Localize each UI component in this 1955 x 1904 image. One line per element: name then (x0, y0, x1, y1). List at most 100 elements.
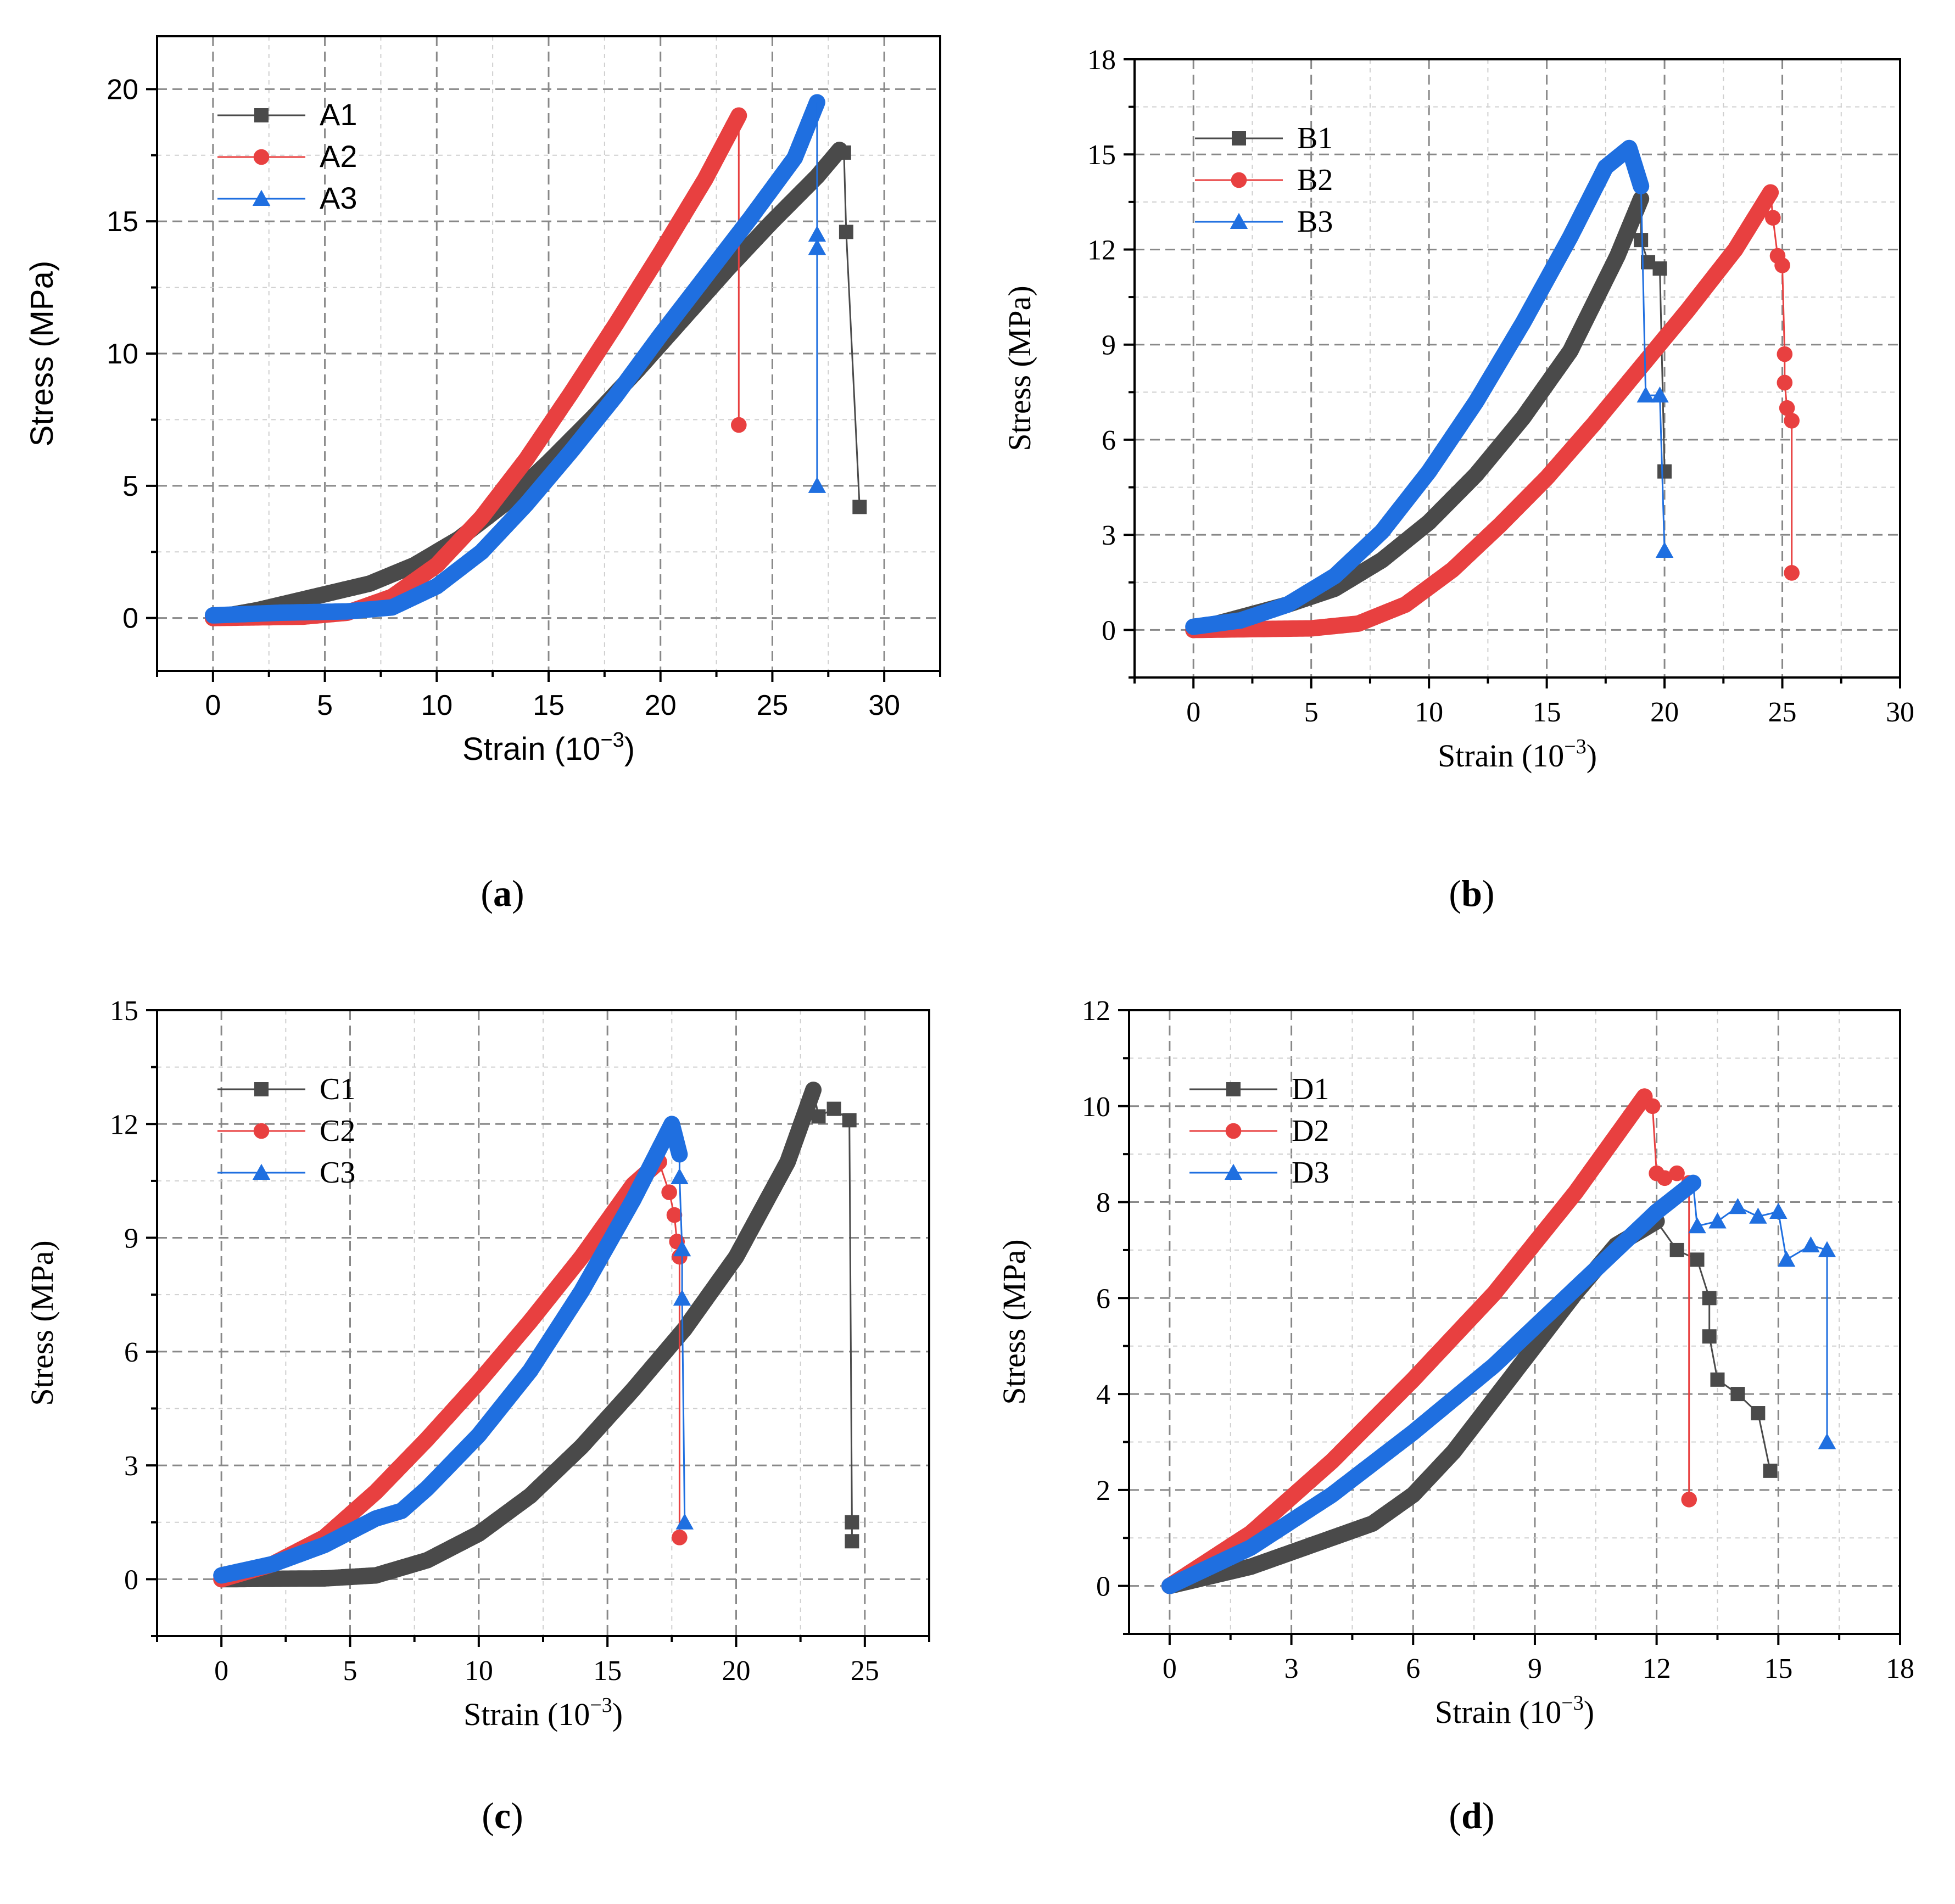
data-point-D2 (1681, 1492, 1697, 1508)
legend-item: C2 (217, 1114, 355, 1148)
plot-area (204, 94, 867, 626)
series-D2 (1161, 1088, 1697, 1594)
legend-marker (252, 189, 271, 206)
plot-area (213, 1082, 859, 1588)
y-axis-label: Stress (MPa) (24, 261, 60, 446)
data-point-B3 (1636, 386, 1655, 403)
x-tick-label: 10 (421, 690, 453, 721)
y-tick-label: 18 (1087, 44, 1116, 76)
x-tick-label: 15 (533, 690, 565, 721)
legend-item: D2 (1189, 1114, 1329, 1148)
data-point-A2 (731, 108, 747, 124)
plot-area (1161, 1088, 1836, 1594)
data-point-C3 (673, 1289, 691, 1306)
data-point-B1 (1634, 233, 1649, 248)
panel-caption: (d) (1449, 1795, 1494, 1836)
x-tick-label: 30 (868, 690, 900, 721)
y-tick-label: 9 (124, 1223, 138, 1255)
panel-d: 0 3 6 9 12 15 18 0 2 4 6 8 10 12 Strain (10−3) Stress (… (996, 995, 1914, 1836)
y-tick-label: 4 (1096, 1379, 1110, 1410)
x-tick-label: 0 (205, 690, 221, 721)
series-drop-line-D3 (1692, 1183, 1828, 1442)
data-point-C1 (811, 1109, 826, 1124)
legend-item: A3 (217, 181, 358, 215)
data-point-D1 (1702, 1291, 1717, 1306)
legend-marker (1226, 1082, 1241, 1096)
panel-a: 0 5 10 15 20 25 30 0 5 10 15 20 Strain (10−3) Stress … (24, 35, 941, 914)
y-tick-label: 10 (1082, 1091, 1110, 1123)
series-drop-line-B3 (1640, 186, 1666, 551)
legend-marker (252, 1163, 271, 1180)
series-A3 (204, 94, 826, 624)
data-point-A3 (808, 477, 826, 493)
legend-marker (253, 1123, 270, 1139)
series-curve-C3 (213, 1116, 688, 1584)
series-curve-D2 (1161, 1088, 1653, 1594)
x-tick-label: 25 (851, 1655, 879, 1687)
data-point-C1 (845, 1515, 859, 1530)
series-B3 (1185, 139, 1674, 635)
legend-item: B1 (1195, 121, 1333, 155)
data-point-B2 (1779, 400, 1795, 416)
y-tick-label: 12 (1082, 995, 1110, 1027)
plot-frame (1128, 1009, 1901, 1635)
y-tick-label: 10 (107, 338, 138, 370)
legend-label: D2 (1292, 1114, 1329, 1148)
legend-label: C2 (320, 1114, 355, 1148)
x-tick-label: 10 (465, 1655, 493, 1687)
y-tick-label: 6 (124, 1337, 138, 1368)
data-point-A3 (808, 226, 826, 242)
x-tick-label: 20 (722, 1655, 751, 1687)
x-tick-label: 25 (757, 690, 789, 721)
data-point-B1 (1657, 464, 1672, 479)
y-axis-label: Stress (MPa) (24, 1240, 60, 1405)
y-tick-label: 0 (1096, 1571, 1110, 1603)
legend: A1 A2 A3 (217, 97, 358, 215)
y-tick-label: 6 (1102, 425, 1116, 456)
series-curve-D3 (1161, 1174, 1702, 1594)
data-point-B2 (1765, 210, 1781, 226)
series-A2 (204, 107, 747, 626)
x-tick-label: 30 (1886, 697, 1914, 728)
x-axis-label: Strain (10−3) (462, 729, 635, 767)
data-point-D1 (1730, 1387, 1745, 1402)
legend: D1 D2 D3 (1189, 1072, 1329, 1190)
data-point-A3 (808, 239, 826, 255)
y-tick-label: 3 (124, 1451, 138, 1482)
y-tick-label: 6 (1096, 1283, 1110, 1314)
x-tick-label: 5 (317, 690, 333, 721)
legend-item: D3 (1189, 1156, 1329, 1190)
x-tick-label: 5 (1304, 697, 1319, 728)
x-tick-label: 0 (1186, 697, 1200, 728)
y-tick-label: 12 (1087, 234, 1116, 266)
x-tick-label: 0 (214, 1655, 228, 1687)
x-tick-label: 20 (645, 690, 677, 721)
legend-item: A1 (217, 97, 358, 132)
x-tick-label: 25 (1768, 697, 1797, 728)
y-tick-label: 5 (122, 471, 138, 502)
panel-b: 0 5 10 15 20 25 30 0 3 6 9 12 15 18 Strain (10−3) Stres… (1002, 44, 1914, 914)
y-tick-label: 3 (1102, 520, 1116, 551)
series-C1 (213, 1082, 859, 1588)
y-tick-label: 2 (1096, 1475, 1110, 1507)
x-tick-label: 15 (1533, 697, 1561, 728)
x-tick-label: 12 (1643, 1653, 1671, 1684)
series-curve-C1 (213, 1082, 822, 1588)
y-tick-label: 20 (107, 74, 138, 105)
legend-label: A1 (320, 97, 358, 132)
series-curve-B1 (1185, 191, 1650, 639)
legend-item: C3 (217, 1156, 355, 1190)
series-A1 (204, 142, 867, 626)
legend-item: C1 (217, 1072, 355, 1106)
data-point-D1 (1702, 1329, 1717, 1344)
legend-item: D1 (1189, 1072, 1329, 1106)
data-point-D3 (1769, 1202, 1788, 1219)
data-point-D1 (1690, 1252, 1705, 1267)
data-point-A2 (731, 417, 747, 433)
panel-caption: (b) (1449, 872, 1494, 914)
series-curve-A1 (204, 142, 848, 626)
data-point-D1 (1669, 1242, 1684, 1257)
data-point-D3 (1708, 1212, 1727, 1229)
legend-marker (1225, 1123, 1242, 1139)
